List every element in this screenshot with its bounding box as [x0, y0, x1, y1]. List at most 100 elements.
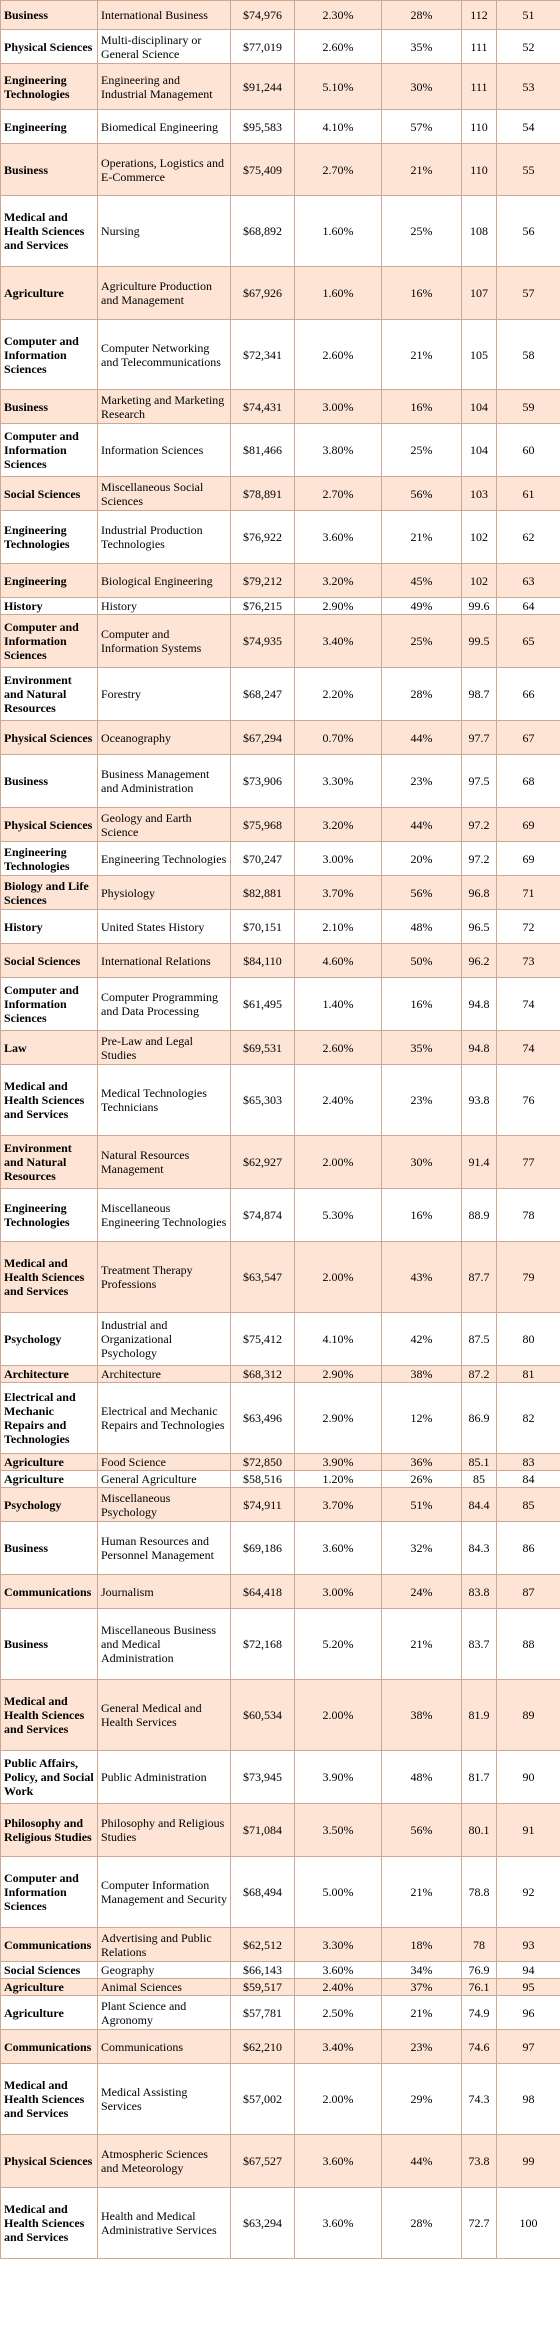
- salary-cell: $60,534: [230, 1679, 295, 1751]
- table-row: Environment and Natural Resources Forestr…: [0, 667, 560, 721]
- category-cell: Engineering: [0, 109, 98, 144]
- women-share-cell: 24%: [381, 1574, 462, 1609]
- salary-cell: $63,496: [230, 1382, 295, 1454]
- women-share-cell: 21%: [381, 143, 462, 196]
- unemployment-cell: 3.30%: [294, 1927, 382, 1962]
- category-cell: Medical and Health Sciences and Services: [0, 195, 98, 267]
- rank-cell: 87: [496, 1574, 560, 1609]
- category-cell: Computer and Information Sciences: [0, 423, 98, 477]
- rank-cell: 83: [496, 1453, 560, 1471]
- women-share-cell: 25%: [381, 423, 462, 477]
- major-cell: International Relations: [97, 943, 231, 978]
- score-cell: 110: [461, 143, 497, 196]
- salary-cell: $81,466: [230, 423, 295, 477]
- major-cell: Business Management and Administration: [97, 754, 231, 808]
- unemployment-cell: 2.50%: [294, 1995, 382, 2030]
- major-cell: Computer and Information Systems: [97, 614, 231, 668]
- table-row: Psychology Industrial and Organizational …: [0, 1312, 560, 1366]
- unemployment-cell: 3.60%: [294, 2134, 382, 2188]
- salary-cell: $70,247: [230, 841, 295, 876]
- salary-cell: $82,881: [230, 875, 295, 910]
- women-share-cell: 16%: [381, 266, 462, 320]
- unemployment-cell: 3.80%: [294, 423, 382, 477]
- unemployment-cell: 2.00%: [294, 2063, 382, 2135]
- category-cell: Environment and Natural Resources: [0, 1135, 98, 1189]
- salary-cell: $68,494: [230, 1856, 295, 1928]
- table-row: Electrical and Mechanic Repairs and Tech…: [0, 1382, 560, 1454]
- major-cell: Computer Information Management and Secu…: [97, 1856, 231, 1928]
- score-cell: 104: [461, 423, 497, 477]
- score-cell: 97.7: [461, 720, 497, 755]
- women-share-cell: 12%: [381, 1382, 462, 1454]
- category-cell: Business: [0, 1521, 98, 1575]
- rank-cell: 100: [496, 2187, 560, 2259]
- major-cell: Electrical and Mechanic Repairs and Tech…: [97, 1382, 231, 1454]
- salary-cell: $75,968: [230, 807, 295, 842]
- score-cell: 76.9: [461, 1961, 497, 1979]
- major-cell: Animal Sciences: [97, 1978, 231, 1996]
- salary-cell: $74,431: [230, 389, 295, 424]
- major-cell: Industrial Production Technologies: [97, 510, 231, 564]
- unemployment-cell: 2.60%: [294, 319, 382, 390]
- rank-cell: 84: [496, 1470, 560, 1488]
- score-cell: 81.9: [461, 1679, 497, 1751]
- score-cell: 102: [461, 510, 497, 564]
- major-cell: Computer Programming and Data Processing: [97, 977, 231, 1031]
- rank-cell: 99: [496, 2134, 560, 2188]
- salary-cell: $68,312: [230, 1365, 295, 1383]
- unemployment-cell: 3.70%: [294, 875, 382, 910]
- rank-cell: 85: [496, 1487, 560, 1522]
- women-share-cell: 48%: [381, 1750, 462, 1804]
- major-cell: Miscellaneous Business and Medical Admin…: [97, 1608, 231, 1680]
- category-cell: Engineering Technologies: [0, 841, 98, 876]
- score-cell: 99.5: [461, 614, 497, 668]
- women-share-cell: 37%: [381, 1978, 462, 1996]
- score-cell: 94.8: [461, 977, 497, 1031]
- score-cell: 93.8: [461, 1064, 497, 1136]
- score-cell: 78: [461, 1927, 497, 1962]
- major-cell: Health and Medical Administrative Servic…: [97, 2187, 231, 2259]
- women-share-cell: 20%: [381, 841, 462, 876]
- table-row: Computer and Information Sciences Compute…: [0, 614, 560, 668]
- rank-cell: 53: [496, 63, 560, 110]
- category-cell: Electrical and Mechanic Repairs and Tech…: [0, 1382, 98, 1454]
- table-row: Business Operations, Logistics and E-Comm…: [0, 143, 560, 196]
- unemployment-cell: 3.60%: [294, 1961, 382, 1979]
- women-share-cell: 51%: [381, 1487, 462, 1522]
- women-share-cell: 21%: [381, 1856, 462, 1928]
- score-cell: 104: [461, 389, 497, 424]
- score-cell: 85.1: [461, 1453, 497, 1471]
- table-row: Philosophy and Religious Studies Philosop…: [0, 1803, 560, 1857]
- unemployment-cell: 2.00%: [294, 1135, 382, 1189]
- rank-cell: 98: [496, 2063, 560, 2135]
- table-row: Architecture Architecture $68,312 2.90% 38% 8…: [0, 1365, 560, 1383]
- table-row: Agriculture Agriculture Production and Ma…: [0, 266, 560, 320]
- score-cell: 87.2: [461, 1365, 497, 1383]
- women-share-cell: 25%: [381, 195, 462, 267]
- major-cell: Miscellaneous Psychology: [97, 1487, 231, 1522]
- category-cell: Engineering Technologies: [0, 63, 98, 110]
- table-row: Business Miscellaneous Business and Medic…: [0, 1608, 560, 1680]
- rank-cell: 90: [496, 1750, 560, 1804]
- table-row: Engineering Technologies Engineering Tech…: [0, 841, 560, 876]
- score-cell: 87.7: [461, 1241, 497, 1313]
- major-cell: Plant Science and Agronomy: [97, 1995, 231, 2030]
- table-body: Business International Business $74,976 2.3…: [0, 0, 560, 2259]
- women-share-cell: 49%: [381, 597, 462, 615]
- table-row: Business Marketing and Marketing Research…: [0, 389, 560, 424]
- major-cell: Engineering and Industrial Management: [97, 63, 231, 110]
- major-cell: Computer Networking and Telecommunicatio…: [97, 319, 231, 390]
- category-cell: Engineering: [0, 563, 98, 598]
- salary-cell: $67,926: [230, 266, 295, 320]
- rank-cell: 61: [496, 476, 560, 511]
- rank-cell: 58: [496, 319, 560, 390]
- unemployment-cell: 2.30%: [294, 0, 382, 30]
- unemployment-cell: 3.40%: [294, 614, 382, 668]
- category-cell: Agriculture: [0, 1978, 98, 1996]
- rank-cell: 79: [496, 1241, 560, 1313]
- table-row: Physical Sciences Oceanography $67,294 0.70…: [0, 720, 560, 755]
- table-row: Environment and Natural Resources Natural…: [0, 1135, 560, 1189]
- score-cell: 98.7: [461, 667, 497, 721]
- table-row: Social Sciences International Relations $8…: [0, 943, 560, 978]
- category-cell: Physical Sciences: [0, 29, 98, 64]
